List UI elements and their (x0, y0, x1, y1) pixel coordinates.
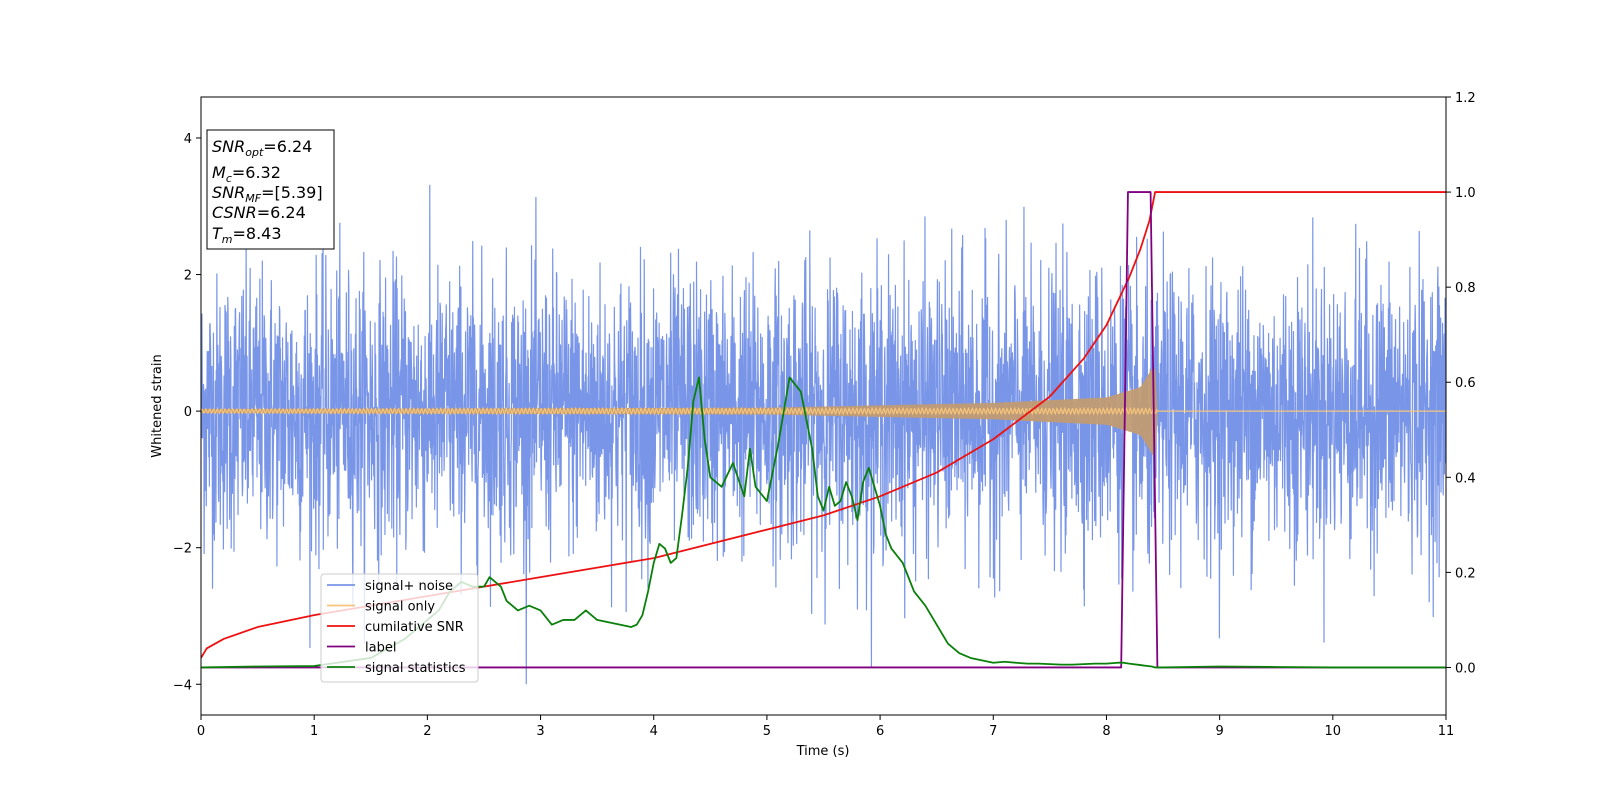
legend: signal+ noise signal only cumilative SNR la… (320, 573, 479, 683)
y-right-tick-label: 1.0 (1455, 186, 1476, 201)
x-tick-label: 4 (650, 724, 658, 739)
x-tick-label: 8 (1102, 724, 1110, 739)
y-left-tick-label: 0 (184, 405, 192, 420)
x-tick-label: 10 (1325, 724, 1342, 739)
series-signal-statistics (201, 376, 1446, 669)
series-signal-noise (201, 184, 1446, 685)
annotation-mc: Mc=6.32 (212, 163, 281, 185)
x-axis: 0 1 2 3 4 5 6 7 8 9 10 11 (197, 715, 1454, 739)
y-axis-left: −4 −2 0 2 4 (173, 132, 201, 693)
y-left-tick-label: 4 (184, 132, 192, 147)
x-tick-label: 1 (310, 724, 318, 739)
x-tick-label: 7 (989, 724, 997, 739)
annotation-tm: Tm=8.43 (212, 224, 282, 246)
x-tick-label: 6 (876, 724, 884, 739)
x-tick-label: 0 (197, 724, 205, 739)
y-left-tick-label: 2 (184, 269, 192, 284)
legend-entry-label: label (365, 641, 396, 656)
series-signal-only (201, 406, 1446, 416)
annotation-snr-mf: SNRMF=[5.39] (212, 183, 323, 205)
legend-entry-label: signal statistics (365, 661, 466, 676)
x-tick-label: 5 (763, 724, 771, 739)
plot-frame (200, 96, 1447, 716)
legend-entry-label: cumilative SNR (365, 620, 464, 635)
y-left-tick-label: −4 (173, 678, 192, 693)
y-right-tick-label: 0.8 (1455, 281, 1476, 296)
series-cumulative-snr (201, 191, 1446, 659)
x-axis-label: Time (s) (796, 744, 850, 759)
legend-frame (320, 573, 479, 683)
y-left-tick-label: −2 (173, 542, 192, 557)
x-tick-label: 3 (536, 724, 544, 739)
annotation-csnr: CSNR=6.24 (212, 203, 306, 222)
y-axis-label: Whitened strain (150, 354, 165, 457)
y-right-tick-label: 0.2 (1455, 566, 1476, 581)
y-axis-right: 0.0 0.2 0.4 0.6 0.8 1.0 1.2 (1446, 91, 1476, 676)
x-tick-label: 2 (423, 724, 431, 739)
x-tick-label: 11 (1438, 724, 1455, 739)
y-right-tick-label: 0.6 (1455, 376, 1476, 391)
annotation-snr-opt: SNRopt=6.24 (212, 137, 312, 159)
legend-entry-label: signal+ noise (365, 579, 453, 594)
plot-area (201, 184, 1446, 685)
legend-entry-label: signal only (365, 600, 435, 615)
annotation-box: SNRopt=6.24 Mc=6.32 SNRMF=[5.39] CSNR=6.… (206, 129, 335, 250)
y-right-tick-label: 0.4 (1455, 471, 1476, 486)
x-tick-label: 9 (1215, 724, 1223, 739)
y-right-tick-label: 1.2 (1455, 91, 1476, 106)
annotation-frame (206, 129, 335, 250)
y-right-tick-label: 0.0 (1455, 661, 1476, 676)
